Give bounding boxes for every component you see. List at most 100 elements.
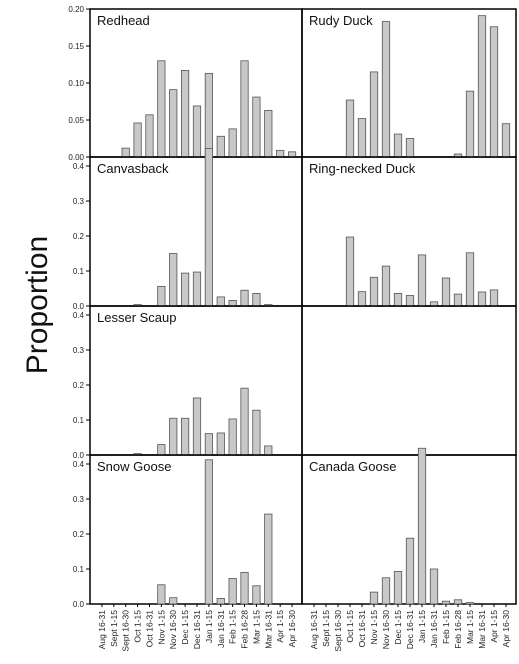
bar <box>216 432 225 456</box>
bar <box>357 291 367 307</box>
x-tick-label: Nov 1-15 <box>369 610 379 645</box>
bar <box>393 133 403 158</box>
bar <box>381 577 391 605</box>
bar <box>204 433 213 456</box>
y-tick-label: 0.3 <box>73 197 85 206</box>
bar <box>121 147 130 158</box>
bar <box>429 568 439 605</box>
panel-title: Snow Goose <box>97 459 171 474</box>
x-tick-label: Oct 16-31 <box>357 610 367 648</box>
bar <box>453 599 463 605</box>
panel-frame <box>301 305 517 456</box>
y-tick-label: 0.3 <box>73 346 85 355</box>
bar <box>157 444 166 456</box>
x-tick-label: Aug 16-31 <box>309 610 319 649</box>
y-tick-label: 0.0 <box>73 451 85 460</box>
bar <box>228 128 237 158</box>
y-tick-label: 0.20 <box>68 5 84 14</box>
y-tick-label: 0.4 <box>73 311 85 320</box>
x-tick-label: Mar 16-31 <box>477 610 487 649</box>
x-tick-label: Sept 1-15 <box>321 610 331 647</box>
bar <box>405 295 415 307</box>
panel <box>301 305 517 456</box>
x-tick-label: Nov 16-30 <box>381 610 391 649</box>
x-tick-label: Sept 16-30 <box>333 610 343 652</box>
y-tick-label: 0.0 <box>73 302 85 311</box>
bar <box>252 409 261 456</box>
y-tick-label: 0.2 <box>73 381 85 390</box>
panel-title: Redhead <box>97 13 150 28</box>
bar <box>477 291 487 307</box>
bar <box>157 60 166 158</box>
panel: Canada Goose <box>301 447 517 605</box>
bar <box>181 272 190 307</box>
x-tick-label: Feb 16-28 <box>453 610 463 649</box>
y-tick-label: 0.1 <box>73 416 85 425</box>
bar <box>252 585 261 605</box>
bar <box>453 293 463 307</box>
bar <box>240 387 249 456</box>
x-tick-label: Oct 16-31 <box>144 610 154 648</box>
bar <box>133 122 142 158</box>
x-tick-label: Jan 1-15 <box>204 610 214 643</box>
bar <box>192 271 202 307</box>
bar <box>204 459 213 605</box>
bar <box>169 417 178 456</box>
x-tick-label: Apr 1-15 <box>275 610 285 643</box>
bar <box>369 71 379 158</box>
bar <box>228 418 237 456</box>
bar <box>216 135 225 158</box>
y-tick-label: 0.2 <box>73 530 85 539</box>
y-tick-label: 0.1 <box>73 565 85 574</box>
x-tick-label: Jan 1-15 <box>417 610 427 643</box>
y-tick-label: 0.05 <box>68 116 84 125</box>
panel-title: Ring-necked Duck <box>309 161 416 176</box>
x-tick-label: Feb 1-15 <box>441 610 451 644</box>
bar <box>465 602 475 605</box>
x-tick-labels: Aug 16-31 Sept 1-15 Sept 16-30 Oct 1-15 Oct … <box>97 604 511 652</box>
y-tick-label: 0.00 <box>68 153 84 162</box>
y-tick-label: 0.3 <box>73 495 85 504</box>
x-tick-label: Mar 1-15 <box>465 610 475 644</box>
bar <box>181 417 190 456</box>
y-tick-label: 0.10 <box>68 79 84 88</box>
y-axis-label: Proportion <box>21 236 54 374</box>
x-tick-label: Aug 16-31 <box>97 610 107 649</box>
x-tick-label: Mar 1-15 <box>251 610 261 644</box>
bar <box>252 292 261 307</box>
bar <box>169 89 178 158</box>
bar <box>228 578 237 605</box>
panel-title: Lesser Scaup <box>97 310 177 325</box>
bar <box>192 397 202 456</box>
bar <box>441 600 451 605</box>
x-tick-label: Nov 16-30 <box>168 610 178 649</box>
bar <box>441 277 451 307</box>
bar <box>240 289 249 307</box>
bar <box>192 105 202 158</box>
bar <box>465 90 475 158</box>
bar <box>252 96 261 158</box>
bar <box>369 276 379 307</box>
x-tick-label: Sept 16-30 <box>121 610 131 652</box>
panel: Ring-necked Duck <box>301 156 517 307</box>
x-tick-label: Apr 16-30 <box>287 610 297 648</box>
bar <box>181 70 190 158</box>
bar <box>381 21 391 158</box>
bar <box>465 252 475 307</box>
bar <box>145 114 154 158</box>
bar <box>216 598 225 605</box>
x-tick-label: Sept 1-15 <box>109 610 119 647</box>
x-tick-label: Dec 16-31 <box>405 610 415 649</box>
bar <box>240 572 249 605</box>
x-tick-label: Oct 1-15 <box>133 610 143 643</box>
bar <box>216 296 225 307</box>
bar <box>157 584 166 605</box>
y-tick-label: 0.4 <box>73 162 85 171</box>
bar <box>417 447 427 605</box>
bar <box>369 591 379 605</box>
bar <box>157 285 166 307</box>
bar <box>264 513 273 605</box>
y-tick-label: 0.0 <box>73 600 85 609</box>
